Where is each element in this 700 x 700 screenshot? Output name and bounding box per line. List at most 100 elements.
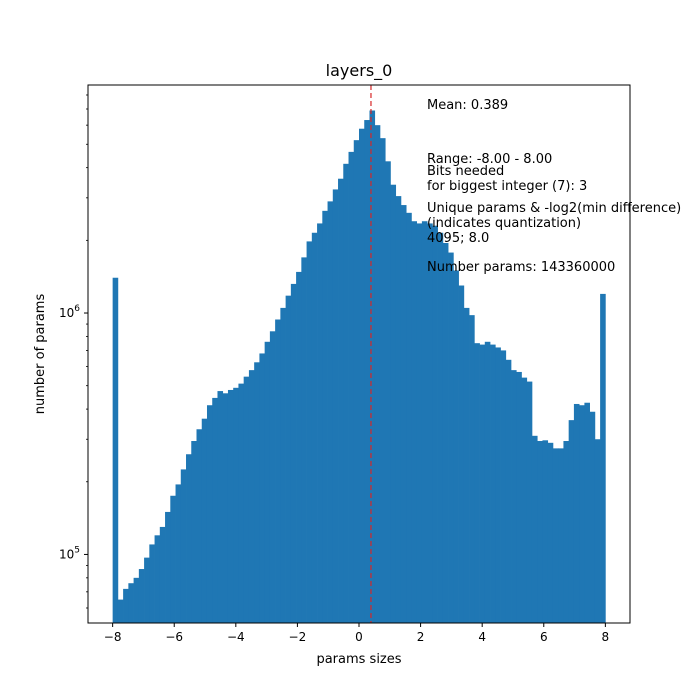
histogram-bar xyxy=(338,178,344,623)
histogram-bar xyxy=(495,347,501,623)
histogram-bar xyxy=(317,223,323,623)
histogram-bar xyxy=(290,283,297,623)
histogram-bar xyxy=(484,341,491,623)
histogram-bar xyxy=(191,441,197,623)
histogram-bar xyxy=(259,353,265,623)
histogram-bar xyxy=(248,370,255,623)
histogram-bar xyxy=(159,526,166,623)
histogram-bar xyxy=(133,577,140,623)
x-axis-label: params sizes xyxy=(316,652,401,667)
histogram-bar xyxy=(594,439,601,623)
y-axis-ticks: 105 106 xyxy=(59,94,88,609)
chart-title: layers_0 xyxy=(326,61,393,81)
histogram-bar xyxy=(600,293,606,623)
histogram-bar xyxy=(254,362,260,623)
unique-params-annotation: Unique params & -log2(min difference) (i… xyxy=(427,201,682,246)
histogram-bar xyxy=(364,120,370,623)
histogram-bar xyxy=(149,544,155,623)
histogram-bar xyxy=(275,319,281,623)
histogram-bar xyxy=(175,484,182,623)
y-axis-label: number of params xyxy=(33,294,48,415)
histogram-bar xyxy=(511,370,517,623)
histogram-bar xyxy=(359,128,365,623)
histogram-bar xyxy=(552,448,559,623)
histogram-bar xyxy=(222,393,229,623)
histogram-bar xyxy=(563,441,570,623)
histogram-bar xyxy=(432,225,438,623)
histogram-bar xyxy=(463,307,470,623)
y-tick-label: 106 xyxy=(59,304,80,320)
histogram-bar xyxy=(217,391,224,623)
histogram-bar xyxy=(374,125,381,623)
histogram-bar xyxy=(285,295,292,623)
histogram-bar xyxy=(138,569,145,623)
histogram-bar xyxy=(411,221,418,624)
histogram-bar xyxy=(589,411,596,623)
histogram-bar xyxy=(516,371,522,623)
histogram-bar xyxy=(123,588,129,623)
histogram-bar xyxy=(369,110,376,623)
histogram-bar xyxy=(547,442,554,623)
histogram-bar xyxy=(537,441,543,623)
histogram-bar xyxy=(212,397,218,623)
histogram-bar xyxy=(201,418,208,623)
histogram-bar xyxy=(379,138,386,623)
histogram-bar xyxy=(233,387,239,623)
histogram-bar xyxy=(416,223,423,623)
histogram-bar xyxy=(348,151,355,623)
histogram-bar xyxy=(400,205,407,623)
histogram-bar xyxy=(437,232,444,623)
x-tick-label: −4 xyxy=(227,630,245,644)
histogram-bar xyxy=(154,535,161,623)
histogram-bar xyxy=(196,429,203,623)
histogram-bar xyxy=(442,243,449,623)
histogram-bar xyxy=(479,344,486,623)
histogram-bar xyxy=(458,285,465,623)
histogram-bar xyxy=(573,403,580,623)
x-tick-label: 6 xyxy=(540,630,548,644)
histogram-bar xyxy=(521,377,528,623)
x-tick-label: 2 xyxy=(417,630,425,644)
histogram-bar xyxy=(558,448,564,623)
histogram-bar xyxy=(301,257,307,623)
histogram-bar xyxy=(332,189,339,623)
histogram-bar xyxy=(505,359,512,623)
histogram-bar xyxy=(395,196,402,623)
histogram-bar xyxy=(490,344,496,623)
histogram-bar xyxy=(579,405,585,623)
number-params-annotation: Number params: 143360000 xyxy=(427,260,616,275)
histogram-bar xyxy=(542,440,549,623)
histogram-bar xyxy=(165,511,171,623)
histogram-bar xyxy=(206,405,213,623)
histogram-bar xyxy=(170,495,176,623)
histogram-bar xyxy=(306,241,313,623)
histogram-bar xyxy=(280,307,286,623)
histogram-bar xyxy=(269,331,276,623)
histogram-bar xyxy=(311,232,318,623)
histogram-bar xyxy=(353,140,360,623)
histogram-bar xyxy=(584,402,590,623)
histogram-bar xyxy=(296,271,302,623)
histogram-bar xyxy=(453,270,459,623)
histogram-bar xyxy=(531,435,538,623)
histogram-bar xyxy=(227,389,234,623)
histogram-bar xyxy=(264,341,271,623)
histogram-bar xyxy=(243,376,250,623)
x-tick-label: 4 xyxy=(478,630,486,644)
histogram-bar xyxy=(112,277,119,623)
histogram-bar xyxy=(343,163,349,623)
histogram-bar xyxy=(474,343,480,623)
histogram-bar xyxy=(390,184,397,623)
histogram-bar xyxy=(421,221,428,624)
x-tick-label: −6 xyxy=(165,630,183,644)
histogram-bars xyxy=(112,110,606,624)
histogram-bar xyxy=(385,161,391,623)
histogram-bar xyxy=(526,381,533,623)
histogram-bar xyxy=(448,252,454,623)
histogram-bar xyxy=(144,557,150,623)
x-tick-label: 0 xyxy=(355,630,363,644)
y-tick-label: 105 xyxy=(59,545,80,561)
histogram-bar xyxy=(186,454,192,623)
range-annotation: Range: -8.00 - 8.00 xyxy=(427,152,553,167)
